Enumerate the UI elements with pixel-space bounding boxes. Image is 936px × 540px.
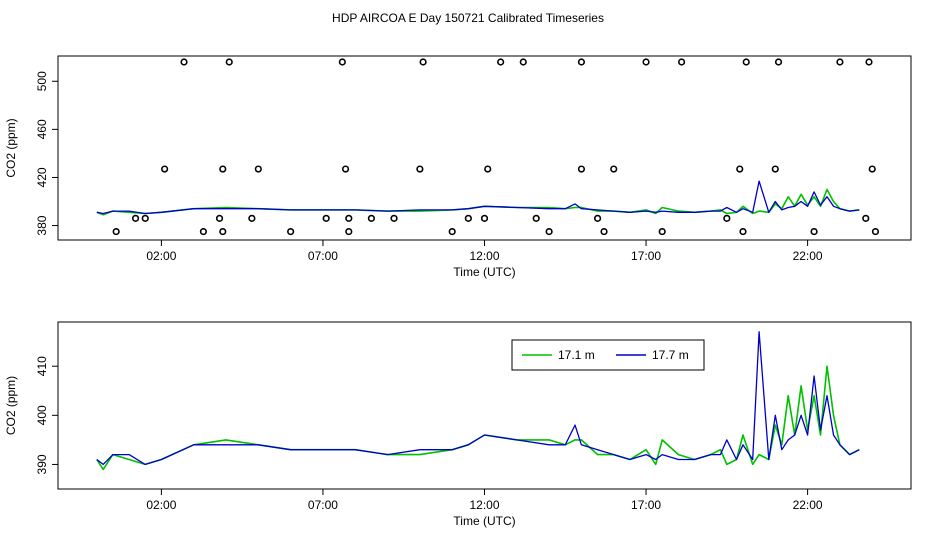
x-tick-label: 02:00 xyxy=(146,498,176,512)
calibration-point xyxy=(742,58,750,66)
calibration-point xyxy=(199,227,207,236)
calibration-point xyxy=(131,214,140,222)
calibration-point xyxy=(871,227,880,236)
x-tick-label: 12:00 xyxy=(469,249,499,263)
calibration-point xyxy=(600,227,608,236)
calibration-point xyxy=(610,165,618,173)
legend: 17.1 m 17.7 m xyxy=(511,339,705,371)
x-axis-title: Time (UTC) xyxy=(453,265,515,279)
calibration-point xyxy=(774,58,783,66)
y-tick-label: 500 xyxy=(35,71,49,91)
calibration-point xyxy=(416,165,424,173)
plot-frame xyxy=(57,55,912,241)
calibration-point xyxy=(338,58,346,66)
calibration-point xyxy=(225,58,233,66)
calibration-point xyxy=(248,214,256,222)
y-tick-label: 390 xyxy=(35,454,49,474)
x-tick-label: 17:00 xyxy=(631,249,661,263)
calibration-point xyxy=(219,165,227,173)
y-tick-label: 380 xyxy=(35,215,49,235)
y-tick-label: 420 xyxy=(35,167,49,187)
calibration-point xyxy=(577,165,586,173)
calibration-point xyxy=(390,214,398,222)
calibration-point xyxy=(868,165,876,173)
y-axis-title: CO2 (ppm) xyxy=(4,376,18,435)
calibration-point xyxy=(464,214,472,222)
calibration-point xyxy=(480,214,489,222)
calibration-point xyxy=(112,227,120,236)
calibration-point xyxy=(677,58,686,66)
calibration-point xyxy=(642,58,650,66)
y-tick-label: 400 xyxy=(35,405,49,425)
calibration-point xyxy=(736,165,744,173)
calibration-point xyxy=(545,227,553,236)
series-line-b xyxy=(96,331,860,466)
calibration-point xyxy=(419,58,427,66)
y-tick-label: 460 xyxy=(35,119,49,139)
calibration-point xyxy=(448,227,456,236)
calibration-point xyxy=(161,165,169,173)
calibration-point xyxy=(836,58,844,66)
calibration-point xyxy=(180,58,188,66)
series-line-a xyxy=(96,188,860,216)
x-tick-label: 22:00 xyxy=(793,249,823,263)
calibration-point xyxy=(215,214,224,222)
calibration-point xyxy=(865,58,873,66)
figure-title: HDP AIRCOA E Day 150721 Calibrated Times… xyxy=(332,11,604,25)
calibration-point xyxy=(593,214,602,222)
series-line-b xyxy=(96,180,860,215)
calibration-point xyxy=(723,214,731,222)
calibration-point xyxy=(577,58,586,66)
legend-label-a: 17.1 m xyxy=(558,348,595,362)
calibration-point xyxy=(341,165,350,173)
plot-frame xyxy=(57,321,912,490)
calibration-point xyxy=(771,165,779,173)
calibration-point xyxy=(345,227,353,236)
legend-label-b: 17.7 m xyxy=(652,348,689,362)
x-tick-label: 07:00 xyxy=(308,249,338,263)
calibration-point xyxy=(658,227,666,236)
x-tick-label: 12:00 xyxy=(469,498,499,512)
calibration-point xyxy=(254,165,262,173)
y-axis-title: CO2 (ppm) xyxy=(4,118,18,177)
x-tick-label: 07:00 xyxy=(308,498,338,512)
calibration-point xyxy=(141,214,149,222)
series-line-a xyxy=(96,365,860,471)
x-axis-title: Time (UTC) xyxy=(453,514,515,528)
calibration-point xyxy=(287,227,295,236)
x-tick-label: 17:00 xyxy=(631,498,661,512)
x-tick-label: 22:00 xyxy=(793,498,823,512)
calibration-point xyxy=(219,227,227,236)
calibration-point xyxy=(519,58,527,66)
calibration-point xyxy=(497,58,505,66)
calibration-point xyxy=(367,214,376,222)
calibration-point xyxy=(739,227,747,236)
bottom-panel: 02:00 07:00 12:00 17:00 22:00 390 400 410 Time (… xyxy=(4,321,912,528)
calibration-point xyxy=(862,214,870,222)
calibration-point xyxy=(322,214,330,222)
calibration-point xyxy=(484,165,492,173)
y-tick-label: 410 xyxy=(35,356,49,376)
top-panel: 02:00 07:00 12:00 17:00 22:00 380 420 460 500 Tim… xyxy=(4,55,912,279)
legend-box xyxy=(511,339,705,371)
calibration-point xyxy=(532,214,540,222)
calibration-point xyxy=(345,214,353,222)
calibration-point xyxy=(810,227,818,236)
x-tick-label: 02:00 xyxy=(146,249,176,263)
